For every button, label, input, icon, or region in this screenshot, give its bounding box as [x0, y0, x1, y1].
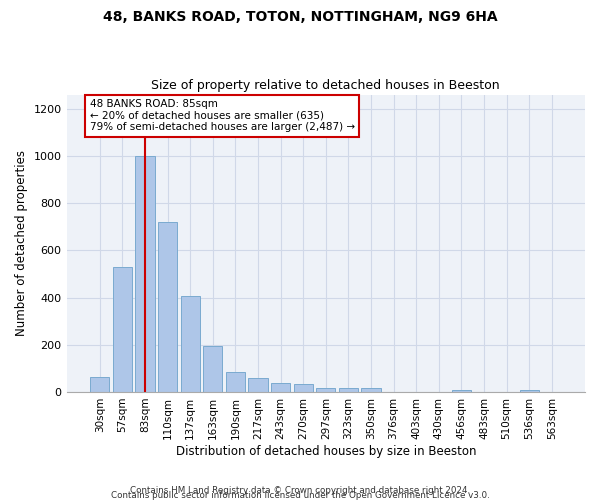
Text: Contains HM Land Registry data © Crown copyright and database right 2024.: Contains HM Land Registry data © Crown c…	[130, 486, 470, 495]
Bar	[339, 388, 358, 392]
Bar	[203, 346, 223, 392]
Bar	[452, 390, 471, 392]
Bar	[361, 388, 380, 392]
Bar	[271, 383, 290, 392]
Text: 48 BANKS ROAD: 85sqm
← 20% of detached houses are smaller (635)
79% of semi-deta: 48 BANKS ROAD: 85sqm ← 20% of detached h…	[89, 100, 355, 132]
Y-axis label: Number of detached properties: Number of detached properties	[15, 150, 28, 336]
Bar	[113, 267, 132, 392]
Bar	[520, 390, 539, 392]
Bar	[136, 156, 155, 392]
Bar	[158, 222, 177, 392]
Bar	[181, 296, 200, 392]
X-axis label: Distribution of detached houses by size in Beeston: Distribution of detached houses by size …	[176, 444, 476, 458]
Bar	[248, 378, 268, 392]
Bar	[316, 388, 335, 392]
Text: Contains public sector information licensed under the Open Government Licence v3: Contains public sector information licen…	[110, 491, 490, 500]
Bar	[90, 376, 109, 392]
Text: 48, BANKS ROAD, TOTON, NOTTINGHAM, NG9 6HA: 48, BANKS ROAD, TOTON, NOTTINGHAM, NG9 6…	[103, 10, 497, 24]
Title: Size of property relative to detached houses in Beeston: Size of property relative to detached ho…	[151, 79, 500, 92]
Bar	[293, 384, 313, 392]
Bar	[226, 372, 245, 392]
